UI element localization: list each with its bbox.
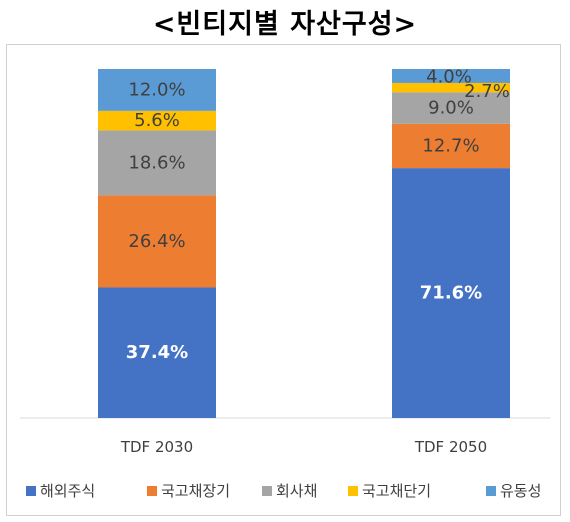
legend-label-3: 회사채 — [276, 482, 317, 500]
bar-segment-1-2 — [98, 195, 216, 288]
data-label-2-2: 12.7% — [422, 135, 479, 156]
bar-segment-1-5 — [98, 69, 216, 111]
data-label-2-1: 71.6% — [420, 283, 482, 304]
bar-segment-1-4 — [98, 110, 216, 131]
bar-segment-1-1 — [98, 287, 216, 418]
legend-swatch-1 — [26, 486, 36, 496]
legend-label-2: 국고채장기 — [161, 482, 230, 500]
legend-swatch-4 — [348, 486, 358, 496]
category-label-2: TDF 2050 — [414, 438, 487, 456]
legend-label-4: 국고채단기 — [362, 482, 431, 500]
category-label-1: TDF 2030 — [120, 438, 193, 456]
data-label-2-3: 9.0% — [428, 98, 474, 119]
data-label-1-3: 18.6% — [128, 152, 185, 173]
bar-segment-1-3 — [98, 130, 216, 196]
data-label-1-4: 5.6% — [134, 110, 180, 131]
chart-title: <빈티지별 자산구성> — [152, 9, 418, 40]
data-label-2-5: 4.0% — [426, 66, 472, 87]
legend-swatch-5 — [486, 486, 496, 496]
data-label-1-2: 26.4% — [128, 231, 185, 252]
chart-frame — [6, 44, 561, 516]
bar-segment-2-2 — [392, 123, 510, 169]
legend-label-1: 해외주식 — [40, 482, 95, 500]
bar-segment-2-1 — [392, 168, 510, 418]
bar-segment-2-5 — [392, 69, 510, 83]
data-label-1-5: 12.0% — [128, 79, 185, 100]
legend-swatch-3 — [262, 486, 272, 496]
data-label-1-1: 37.4% — [126, 342, 188, 363]
legend-swatch-2 — [147, 486, 157, 496]
bar-segment-2-3 — [392, 92, 510, 124]
data-label-2-4: 2.7% — [464, 81, 510, 102]
legend-label-5: 유동성 — [500, 482, 541, 500]
bar-segment-2-4 — [392, 82, 510, 93]
